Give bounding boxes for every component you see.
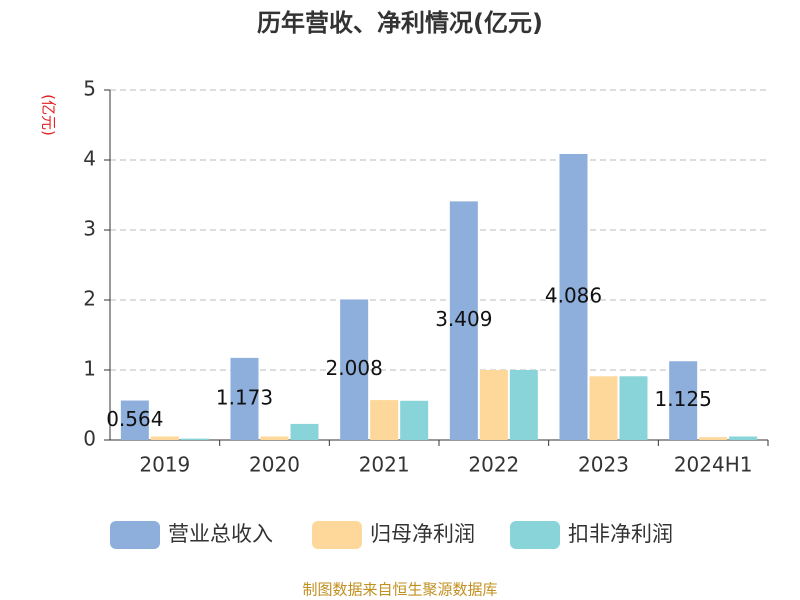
bar bbox=[559, 153, 588, 441]
bar bbox=[340, 299, 369, 440]
y-tick-label: 2 bbox=[83, 287, 96, 311]
data-label: 1.125 bbox=[655, 387, 712, 411]
legend-label: 营业总收入 bbox=[168, 522, 273, 546]
bar bbox=[669, 361, 698, 440]
legend-swatch bbox=[312, 521, 362, 549]
y-unit: (亿元) bbox=[40, 94, 58, 136]
bar bbox=[120, 400, 149, 440]
bar bbox=[370, 400, 399, 440]
bar bbox=[589, 376, 618, 440]
data-label: 4.086 bbox=[545, 283, 602, 307]
legend-swatch bbox=[110, 521, 160, 549]
source: 制图数据来自恒生聚源数据库 bbox=[302, 581, 497, 599]
chart-title: 历年营收、净利情况(亿元) bbox=[257, 9, 543, 37]
y-tick-label: 4 bbox=[83, 147, 96, 171]
bar bbox=[729, 436, 758, 440]
bar bbox=[619, 376, 648, 440]
x-tick-label: 2023 bbox=[578, 453, 629, 477]
data-label: 2.008 bbox=[326, 356, 383, 380]
bar bbox=[509, 370, 538, 440]
legend-swatch bbox=[510, 521, 560, 549]
x-tick-label: 2024H1 bbox=[674, 453, 753, 477]
bar bbox=[150, 436, 179, 440]
bar bbox=[230, 357, 259, 440]
x-tick-label: 2021 bbox=[359, 453, 410, 477]
y-tick-label: 3 bbox=[83, 217, 96, 241]
x-tick-label: 2022 bbox=[468, 453, 519, 477]
bar bbox=[290, 423, 319, 440]
x-tick-label: 2020 bbox=[249, 453, 300, 477]
bar bbox=[260, 436, 289, 440]
data-label: 1.173 bbox=[216, 385, 273, 409]
legend-label: 扣非净利润 bbox=[568, 522, 673, 546]
y-tick-label: 1 bbox=[83, 357, 96, 381]
bar bbox=[400, 400, 429, 440]
y-tick-label: 5 bbox=[83, 77, 96, 101]
x-tick-label: 2019 bbox=[139, 453, 190, 477]
data-label: 3.409 bbox=[435, 307, 492, 331]
bar bbox=[449, 201, 478, 440]
y-tick-label: 0 bbox=[83, 427, 96, 451]
data-label: 0.564 bbox=[106, 407, 163, 431]
bar bbox=[180, 438, 209, 440]
bar bbox=[479, 370, 508, 440]
bar bbox=[699, 437, 728, 440]
legend-label: 归母净利润 bbox=[370, 522, 475, 546]
